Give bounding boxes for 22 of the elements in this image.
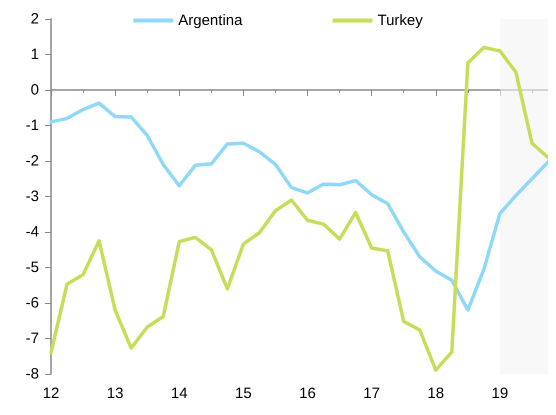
y-tick-label: -8	[26, 366, 39, 382]
legend-label: Argentina	[178, 12, 244, 29]
y-tick-label: 0	[30, 82, 39, 98]
y-tick-label: -7	[26, 330, 39, 347]
line-series	[49, 101, 548, 312]
y-tick-label: -4	[26, 224, 39, 240]
x-tick-label: 19	[492, 385, 508, 402]
y-tick-label: 1	[30, 46, 39, 63]
x-tick-label: 13	[106, 385, 124, 402]
x-tick-label: 16	[299, 385, 316, 402]
x-tick-label: 12	[42, 385, 60, 402]
x-tick-label: 18	[427, 385, 444, 402]
y-tick-label: -3	[26, 188, 39, 205]
y-tick-label: -5	[26, 259, 39, 276]
y-tick-label: -6	[26, 294, 39, 312]
y-tick-label: -1	[26, 117, 39, 134]
legend-label: Turkey	[377, 12, 424, 29]
x-tick-label: 14	[170, 385, 188, 402]
y-tick-label: 2	[30, 10, 39, 28]
x-tick-label: 15	[235, 385, 252, 402]
y-tick-label: -2	[26, 152, 39, 170]
x-tick-label: 17	[363, 385, 380, 402]
